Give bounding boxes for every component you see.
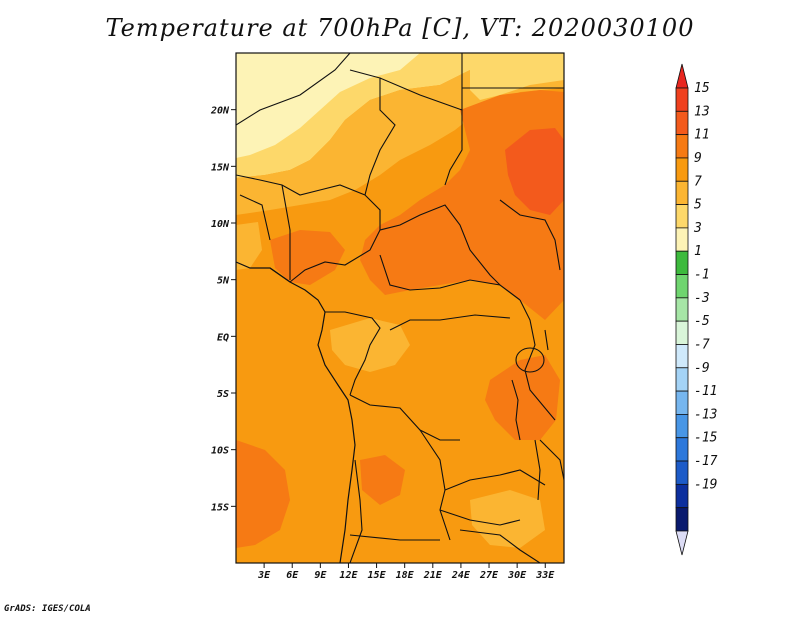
- latitude-axis: 20N 15N 10N 5N EQ 5S 10S 15S: [210, 106, 236, 513]
- temperature-field: [236, 53, 564, 563]
- field-region-11-13-west: [270, 230, 345, 285]
- colorbar-label-8: -1: [694, 268, 710, 283]
- colorbar-label-7: 1: [694, 244, 702, 259]
- colorbar-bin-18: [675, 507, 689, 532]
- colorbar-bin-8: [675, 274, 689, 299]
- colorbar-bin-13: [675, 390, 689, 415]
- lon-tick-label-1: 6E: [286, 570, 299, 581]
- colorbar-label-13: -11: [694, 384, 717, 399]
- lat-tick-label-1: 15N: [211, 162, 230, 173]
- lon-tick-label-2: 9E: [314, 570, 327, 581]
- field-region-11-13-south: [360, 455, 405, 505]
- colorbar-bin-9: [675, 297, 689, 322]
- colorbar-label-6: 3: [693, 221, 702, 236]
- field-region-3-5: [236, 53, 420, 158]
- field-region-11-13-southwest: [236, 440, 290, 548]
- colorbar-bin-5: [675, 204, 689, 229]
- lon-tick-label-6: 21E: [423, 570, 443, 581]
- colorbar-label-4: 7: [694, 174, 702, 189]
- colorbar: 15 13 11 9 7 5 3 1 -1 -3 -5 -7 -9 -11 -13 -15 -17 -19: [675, 63, 718, 556]
- lat-tick-label-3: 5N: [217, 276, 230, 287]
- longitude-axis: 3E 6E 9E 12E 15E 18E 21E 24E 27E 30E 33E: [257, 563, 555, 581]
- colorbar-bin-15: [675, 437, 689, 462]
- lon-tick-label-3: 12E: [339, 570, 358, 581]
- colorbar-bin-16: [675, 460, 689, 485]
- field-region-13-15-east: [505, 128, 564, 215]
- colorbar-label-17: -19: [694, 477, 717, 492]
- lon-tick-label-4: 15E: [368, 570, 387, 581]
- lat-tick-label-4: EQ: [217, 332, 229, 343]
- lon-tick-label-0: 3E: [257, 570, 271, 581]
- colorbar-label-14: -13: [694, 407, 717, 422]
- colorbar-bin-0: [675, 87, 689, 112]
- lat-tick-label-7: 15S: [211, 502, 229, 513]
- lon-tick-label-10: 33E: [535, 570, 555, 581]
- colorbar-top-arrow: [675, 63, 689, 89]
- colorbar-bin-7: [675, 250, 689, 275]
- lat-tick-label-5: 5S: [217, 389, 229, 400]
- colorbar-bin-14: [675, 414, 689, 439]
- lat-tick-label-0: 20N: [210, 106, 230, 117]
- colorbar-label-3: 9: [694, 151, 702, 166]
- lon-tick-label-5: 18E: [396, 570, 415, 581]
- colorbar-bin-6: [675, 227, 689, 252]
- lat-tick-label-6: 10S: [211, 446, 229, 457]
- colorbar-bin-4: [675, 180, 689, 205]
- lon-tick-label-9: 30E: [507, 570, 527, 581]
- lon-tick-label-7: 24E: [451, 570, 471, 581]
- colorbar-label-1: 13: [694, 104, 710, 119]
- field-region-7-9-west: [236, 222, 262, 270]
- coastline: [236, 261, 356, 563]
- colorbar-bin-17: [675, 483, 689, 509]
- lakes: [511, 329, 549, 501]
- colorbar-bin-3: [675, 157, 689, 182]
- colorbar-label-16: -17: [694, 454, 718, 469]
- map-frame: [235, 52, 565, 564]
- colorbar-label-10: -5: [694, 314, 710, 329]
- colorbar-bin-10: [675, 320, 689, 345]
- colorbar-bin-11: [675, 344, 689, 369]
- colorbar-label-2: 11: [694, 128, 710, 143]
- lon-tick-label-8: 27E: [479, 570, 499, 581]
- colorbar-label-0: 15: [694, 81, 710, 96]
- colorbar-label-12: -9: [694, 361, 710, 376]
- colorbar-bin-2: [675, 134, 689, 159]
- colorbar-bottom-arrow: [675, 530, 689, 556]
- colorbar-bin-12: [675, 367, 689, 392]
- lat-tick-label-2: 10N: [211, 219, 230, 230]
- grads-credit: GrADS: IGES/COLA: [4, 604, 91, 614]
- country-borders: [236, 53, 564, 563]
- colorbar-label-9: -3: [694, 291, 710, 306]
- field-region-11-13-southeast: [485, 355, 560, 440]
- colorbar-label-15: -15: [694, 431, 718, 446]
- colorbar-bin-1: [675, 110, 689, 136]
- colorbar-label-11: -7: [694, 337, 710, 352]
- colorbar-label-5: 5: [694, 198, 702, 213]
- map-title: Temperature at 700hPa [C], VT: 202003010…: [105, 14, 695, 42]
